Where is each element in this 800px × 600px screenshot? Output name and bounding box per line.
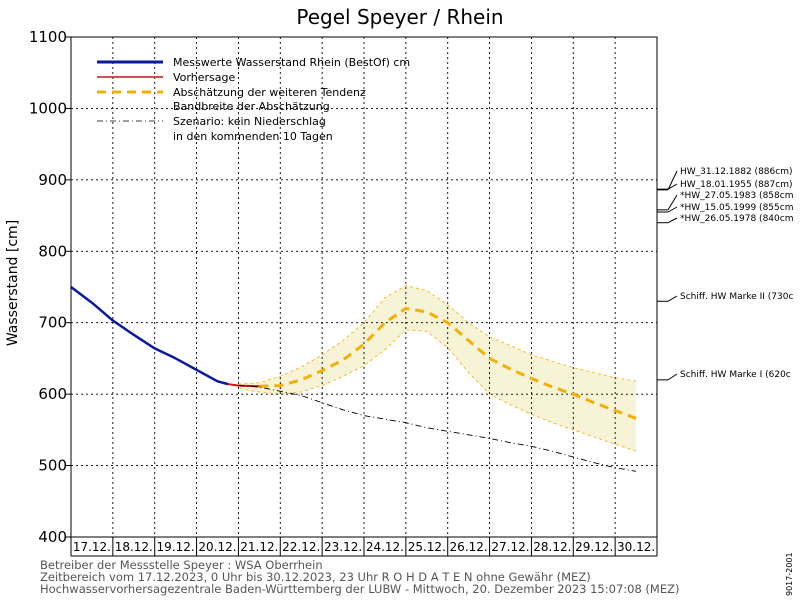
reference-label: *HW_27.05.1983 (858cm	[680, 191, 793, 201]
x-tick-label: 24.12.	[366, 540, 404, 554]
footer-timerange: Zeitbereich vom 17.12.2023, 0 Uhr bis 30…	[40, 570, 591, 584]
grid	[71, 37, 657, 537]
series-measured-line	[70, 286, 229, 386]
band-fill	[238, 285, 637, 452]
x-tick-label: 28.12.	[533, 540, 571, 554]
reference-leader	[667, 170, 678, 191]
y-tick-label: 900	[38, 171, 67, 189]
footer-publisher: Hochwasservorhersagezentrale Baden-Württ…	[40, 582, 679, 596]
estimate-band	[238, 285, 637, 452]
band-upper-edge	[238, 285, 637, 385]
x-tick-label: 23.12.	[324, 540, 362, 554]
reference-leader	[667, 217, 678, 224]
reference-leader	[667, 373, 678, 381]
side-code: 9017-2001	[785, 552, 794, 596]
reference-label: Schiff. HW Marke I (620c	[680, 370, 791, 380]
reference-markers: HW_31.12.1882 (886cm) HW_18.01.1955 (887c…	[657, 167, 793, 381]
x-tick-label: 20.12.	[198, 540, 236, 554]
y-tick-label: 700	[38, 314, 67, 332]
y-tick-label: 500	[38, 457, 67, 475]
y-tick-label: 1000	[29, 99, 67, 117]
reference-label: HW_18.01.1955 (887cm)	[680, 180, 792, 190]
reference-label: HW_31.12.1882 (886cm)	[680, 167, 792, 177]
y-axis-ticks: 400 500 600 700 800 900 1000 1100	[29, 28, 71, 546]
reference-leader	[667, 206, 678, 213]
x-tick-label: 26.12.	[450, 540, 488, 554]
reference-leader	[667, 295, 678, 302]
series-scenario-line	[238, 385, 637, 472]
reference-leader	[667, 183, 678, 190]
x-tick-label: 27.12.	[491, 540, 529, 554]
y-axis-label: Wasserstand [cm]	[5, 220, 21, 346]
legend-entry-band: Bandbreite der Abschätzung	[173, 100, 330, 113]
legend-entry-scenario: Szenario: kein Niederschlag	[173, 115, 326, 128]
series-lines	[70, 286, 637, 472]
y-tick-label: 600	[38, 385, 67, 403]
x-axis-day-labels: 17.12. 18.12. 19.12. 20.12. 21.12. 22.12. 23.1…	[70, 537, 658, 557]
reference-label: *HW_26.05.1978 (840cm	[680, 214, 793, 224]
legend-entry-measured: Messwerte Wasserstand Rhein (BestOf) cm	[173, 56, 410, 69]
x-tick-label: 30.12.	[617, 540, 655, 554]
legend: Messwerte Wasserstand Rhein (BestOf) cm …	[97, 56, 410, 143]
x-tick-label: 19.12.	[157, 540, 195, 554]
x-tick-label: 21.12.	[240, 540, 278, 554]
reference-label: Schiff. HW Marke II (730c	[680, 292, 793, 302]
legend-entry-forecast: Vorhersage	[173, 71, 235, 84]
legend-entry-scenario-cont: in den kommenden 10 Tagen	[173, 130, 333, 143]
x-tick-label: 25.12.	[408, 540, 446, 554]
footer-operator: Betreiber der Messstelle Speyer : WSA Ob…	[40, 558, 323, 572]
y-tick-label: 400	[38, 528, 67, 546]
y-tick-label: 1100	[29, 28, 67, 46]
reference-leader	[667, 194, 678, 211]
legend-entry-tendency: Abschätzung der weiteren Tendenz	[173, 86, 366, 99]
series-tendency-line	[259, 306, 637, 420]
x-tick-label: 18.12.	[115, 540, 153, 554]
x-tick-label: 17.12.	[73, 540, 111, 554]
chart-title: Pegel Speyer / Rhein	[296, 5, 503, 29]
reference-label: *HW_15.05.1999 (855cm	[680, 203, 793, 213]
y-tick-label: 800	[38, 242, 67, 260]
x-tick-label: 29.12.	[575, 540, 613, 554]
x-tick-label: 22.12.	[282, 540, 320, 554]
